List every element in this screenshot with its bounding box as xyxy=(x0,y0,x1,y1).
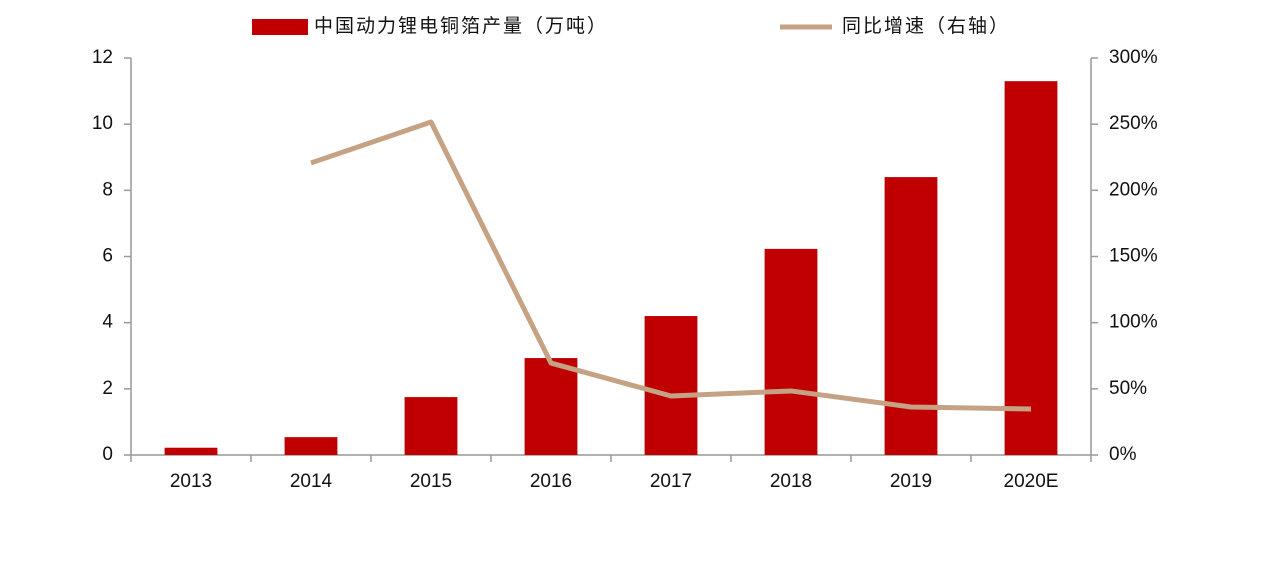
y2-tick-label: 300% xyxy=(1109,47,1158,68)
bar xyxy=(884,177,938,455)
y2-tick-label: 50% xyxy=(1109,378,1147,399)
y-tick-label: 2 xyxy=(102,378,113,399)
y2-tick-label: 100% xyxy=(1109,312,1158,333)
legend-swatch xyxy=(252,19,308,35)
x-tick-label: 2019 xyxy=(890,471,932,492)
x-tick-label: 2018 xyxy=(770,471,812,492)
legend-label: 中国动力锂电铜箔产量（万吨） xyxy=(314,15,608,37)
x-tick-label: 2013 xyxy=(170,471,212,492)
line-series xyxy=(310,119,1032,412)
bar xyxy=(164,447,218,455)
x-tick-label: 2016 xyxy=(530,471,572,492)
bar xyxy=(524,358,578,455)
bar xyxy=(764,248,818,455)
legend-label: 同比增速（右轴） xyxy=(842,15,1010,37)
x-tick-label: 2020E xyxy=(1004,471,1059,492)
bar xyxy=(644,316,698,455)
x-tick-label: 2014 xyxy=(290,471,333,492)
y2-tick-label: 150% xyxy=(1109,246,1158,267)
y-tick-label: 12 xyxy=(92,47,113,68)
y-tick-label: 8 xyxy=(102,179,113,200)
clip-cover xyxy=(0,486,1274,566)
y2-tick-label: 250% xyxy=(1109,113,1158,134)
x-tick-label: 2017 xyxy=(650,471,692,492)
bar xyxy=(1004,81,1058,456)
y2-tick-label: 200% xyxy=(1109,179,1158,200)
y-tick-label: 0 xyxy=(102,444,113,465)
y-tick-label: 10 xyxy=(92,113,113,134)
y-tick-label: 4 xyxy=(102,312,113,333)
y-tick-label: 6 xyxy=(102,246,113,267)
x-tick-label: 2015 xyxy=(410,471,452,492)
y2-tick-label: 0% xyxy=(1109,444,1137,465)
bar xyxy=(404,397,458,455)
bar xyxy=(284,437,338,455)
